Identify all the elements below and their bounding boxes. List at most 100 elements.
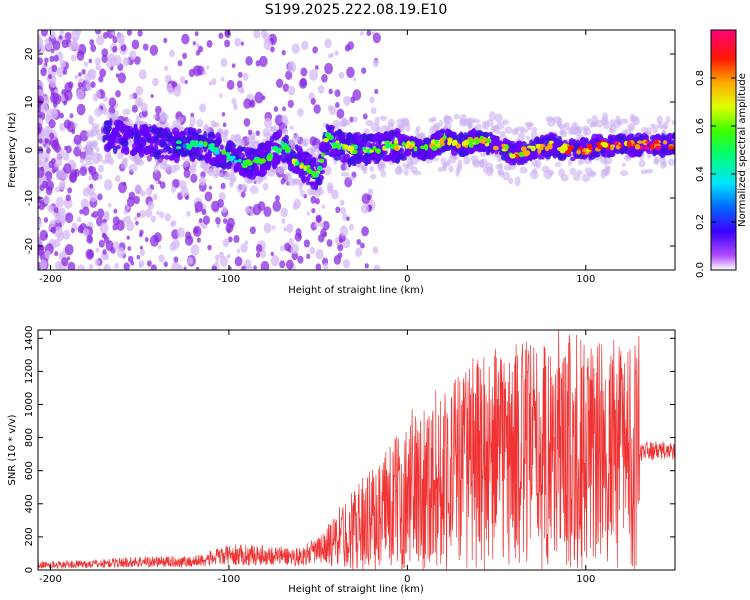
spectrogram-cell — [89, 39, 95, 46]
spectrogram-cell — [339, 155, 347, 163]
spectrogram-cell — [302, 152, 310, 158]
y-tick-label: -20 — [24, 238, 35, 254]
spectrogram-cell — [309, 69, 318, 81]
spectrogram-cell — [303, 239, 310, 248]
spectrogram-cell — [518, 151, 524, 158]
spectrogram-cell — [73, 168, 80, 178]
spectrogram-cell — [276, 129, 283, 138]
spectrogram-cell — [95, 247, 100, 253]
spectrogram-cell — [255, 177, 264, 184]
spectrogram-cell — [282, 106, 286, 112]
spectrogram-cell — [481, 121, 487, 129]
spectrogram-cell — [159, 181, 166, 189]
spectrogram-cell — [38, 113, 42, 119]
spectrogram-cell — [330, 52, 334, 58]
spectrogram-cell — [55, 186, 60, 193]
spectrogram-cell — [61, 257, 69, 267]
spectrogram-cell — [234, 256, 243, 267]
spectrogram-cell — [145, 208, 153, 218]
spectrogram-cell — [190, 131, 199, 136]
spectrogram-cell — [114, 262, 119, 269]
spectrogram-cell — [246, 169, 252, 179]
spectrogram-cell — [262, 127, 271, 137]
x-tick-label: -200 — [39, 574, 62, 585]
spectrogram-cell — [88, 175, 92, 181]
spectrogram-cell — [64, 243, 74, 256]
spectrogram-cell — [270, 251, 274, 257]
spectrogram-cell — [654, 139, 659, 145]
spectrogram-cell — [50, 92, 59, 104]
spectrogram-cell — [289, 138, 295, 145]
spectrogram-cell — [253, 156, 260, 160]
spectrogram-cell — [629, 115, 639, 123]
spectrogram-cell — [231, 63, 236, 69]
spectrogram-cell — [97, 164, 104, 173]
spectrogram-cell — [245, 56, 253, 66]
spectrogram-cell — [194, 31, 199, 37]
spectrogram-cell — [153, 163, 159, 174]
spectrogram-cell — [201, 208, 207, 216]
spectrogram-cell — [91, 213, 95, 218]
spectrogram-cell — [138, 69, 147, 80]
spectrogram-cell — [229, 155, 236, 160]
spectrogram-cell — [586, 118, 592, 124]
spectrogram-cell — [320, 152, 325, 158]
spectrogram-cell — [352, 89, 362, 101]
spectrogram-cell — [313, 104, 321, 114]
spectrogram-cell — [227, 140, 233, 145]
spectrogram-cell — [392, 143, 398, 147]
spectrogram-cell — [234, 133, 241, 143]
spectrogram-cell — [601, 112, 609, 122]
snr-x-ticks: -200 -100 0 100 — [39, 330, 595, 585]
spectrogram-cell — [215, 217, 221, 225]
spectrogram-cell — [89, 183, 94, 189]
spectrogram-cell — [655, 145, 662, 151]
spectrogram-cell — [118, 38, 125, 46]
spectrogram-cell — [85, 161, 94, 166]
spectrogram-cell — [442, 135, 447, 140]
spectrogram-cell — [212, 147, 219, 151]
spectrogram-cell — [183, 169, 191, 179]
spectrogram-cell — [211, 265, 217, 270]
spectrogram-cell — [300, 139, 308, 147]
spectrogram-cell — [122, 108, 132, 116]
spectrogram-cell — [650, 123, 655, 129]
spectrogram-cell — [420, 156, 427, 161]
spectrogram-cell — [546, 117, 556, 127]
spectrogram-y-label: Frequency (Hz) — [7, 112, 18, 188]
spectrogram-cell — [198, 134, 205, 140]
spectrogram-cell — [116, 247, 125, 258]
spectrogram-cell — [273, 155, 280, 160]
x-tick-label: -100 — [218, 574, 241, 585]
spectrogram-cell — [281, 49, 286, 56]
spectrogram-cell — [172, 85, 182, 97]
spectrogram-cell — [236, 248, 241, 254]
spectrogram-cell — [98, 75, 104, 83]
spectrogram-cell — [102, 32, 109, 39]
y-tick-label: 0 — [24, 567, 35, 573]
spectrogram-cell — [516, 157, 523, 163]
spectrogram-cell — [370, 122, 380, 133]
spectrogram-cell — [558, 168, 565, 178]
spectrogram-cell — [127, 246, 132, 251]
spectrogram-cell — [224, 39, 231, 48]
spectrogram-cell — [134, 56, 141, 65]
spectrogram-cell — [183, 266, 187, 270]
spectrogram-cell — [337, 252, 343, 259]
spectrogram-cell — [198, 176, 207, 186]
spectrogram-cell — [609, 124, 617, 134]
spectrogram-cell — [458, 119, 466, 127]
spectrogram-cell — [50, 226, 57, 234]
spectrogram-cell — [324, 62, 333, 75]
spectrogram-cell — [543, 169, 553, 180]
spectrogram-cell — [230, 148, 237, 153]
y-tick-label: 10 — [24, 96, 35, 109]
spectrogram-cell — [370, 107, 377, 115]
spectrogram-cell — [222, 218, 228, 224]
spectrogram-cell — [263, 206, 272, 217]
spectrogram-cell — [616, 133, 625, 141]
spectrogram-cell — [176, 227, 185, 238]
spectrogram-cell — [135, 220, 139, 226]
spectrogram-cell — [254, 91, 264, 104]
spectrogram-cell — [493, 124, 500, 134]
